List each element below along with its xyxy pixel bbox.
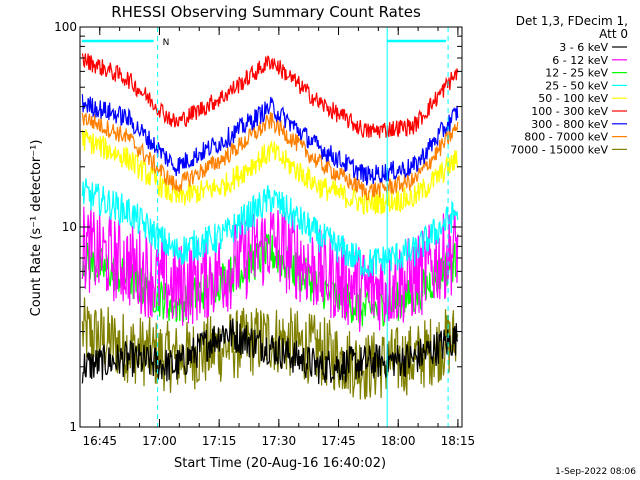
series-line	[81, 129, 459, 215]
x-tick-label: 17:15	[202, 434, 237, 448]
legend-label: 7000 - 15000 keV	[510, 143, 608, 156]
x-tick-label: 18:15	[441, 434, 476, 448]
legend-label: 3 - 6 keV	[559, 41, 608, 54]
x-tick-label: 16:45	[82, 434, 117, 448]
legend-title-line-2: Att 0	[599, 27, 628, 41]
series-line	[81, 178, 459, 277]
legend-label: 12 - 25 keV	[545, 67, 608, 80]
legend-label: 6 - 12 keV	[552, 54, 608, 67]
legend-label: 300 - 800 keV	[531, 118, 608, 131]
x-tick-label: 17:30	[262, 434, 297, 448]
y-axis: 1 10 100	[54, 20, 462, 434]
x-tick-label: 17:00	[142, 434, 177, 448]
legend-label: 25 - 50 keV	[545, 79, 608, 92]
x-axis-label: Start Time (20-Aug-16 16:40:02)	[174, 456, 386, 471]
series-line	[81, 94, 459, 186]
legend-label: 100 - 300 keV	[531, 105, 608, 118]
footer-timestamp: 1-Sep-2022 08:06	[555, 467, 636, 477]
series-line	[81, 318, 459, 385]
legend-title-line-1: Det 1,3, FDecim 1,	[516, 14, 628, 28]
y-tick-label: 100	[54, 20, 77, 34]
night-annotation: N	[163, 38, 170, 48]
chart-title: RHESSI Observing Summary Count Rates	[111, 3, 421, 21]
series-line	[81, 53, 459, 139]
y-tick-label: 1	[69, 420, 77, 434]
plot-area: N	[81, 27, 459, 427]
series-line	[81, 297, 459, 400]
legend-label: 800 - 7000 keV	[524, 131, 608, 144]
y-tick-label: 10	[62, 220, 77, 234]
x-tick-label: 17:45	[321, 434, 356, 448]
series-line	[81, 112, 459, 201]
x-tick-label: 18:00	[381, 434, 416, 448]
y-axis-label: Count Rate (s⁻¹ detector⁻¹)	[29, 140, 44, 317]
x-axis: 16:45 17:00 17:15 17:30 17:45 18:00 18:15	[82, 27, 475, 448]
legend-label: 50 - 100 keV	[538, 92, 608, 105]
